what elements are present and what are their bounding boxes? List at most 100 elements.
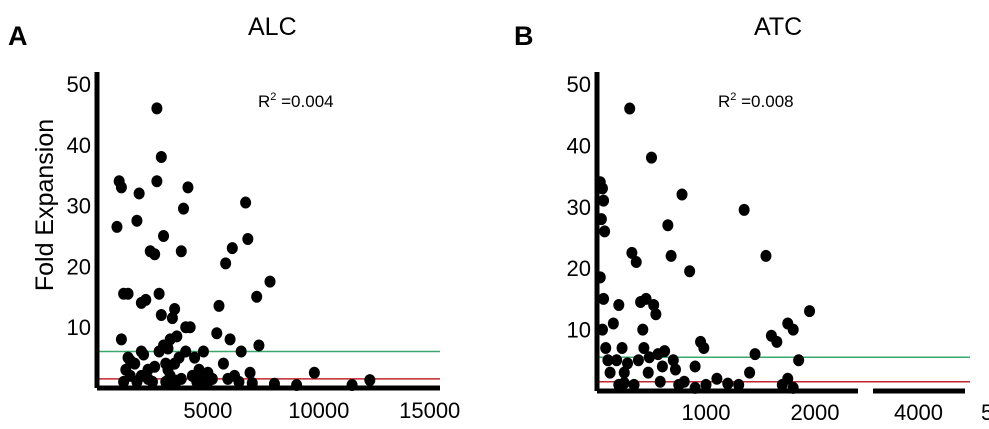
data-point [599,225,611,238]
data-point [242,233,254,246]
data-point [733,378,745,391]
panel-a-y-ticks: 50 40 30 20 10 [67,72,91,340]
data-point [251,290,263,303]
y-tick-label: 10 [567,318,591,343]
panel-b-y-ticks: 50 40 30 20 10 [567,72,591,343]
data-point [744,366,756,379]
data-point [189,351,201,364]
panel-b-points [594,102,816,394]
data-point [175,245,187,258]
data-point [211,327,223,340]
data-point [195,374,207,387]
panel-a-points [111,102,376,391]
data-point [669,363,681,376]
data-point [151,102,163,115]
data-point [253,339,265,352]
data-point [804,305,816,318]
data-point [628,378,640,391]
y-tick-label: 40 [567,133,591,158]
data-point [122,287,134,300]
data-point [197,345,209,358]
data-point [638,342,650,355]
data-point [684,265,696,278]
data-point [149,248,161,261]
data-point [213,299,225,312]
data-point [220,257,232,270]
data-point [364,374,376,387]
panel-b: B ATC R2 =0.008 50 40 30 20 10 1000 2000 4000 5… [514,13,989,425]
data-point [138,348,150,361]
data-point [604,366,616,379]
data-point [184,321,196,334]
y-tick-label: 30 [567,195,591,220]
data-point [193,363,205,376]
y-tick-label: 50 [567,72,591,97]
y-tick-label: 50 [67,72,91,97]
panel-b-x-ticks: 1000 2000 4000 5000 [682,400,989,425]
data-point [654,375,666,388]
panel-a-title: ALC [248,13,297,41]
data-point [642,366,654,379]
data-point [648,299,660,312]
data-point [596,182,608,195]
x-tick-label: 1000 [682,400,731,425]
y-tick-label: 10 [67,315,91,340]
data-point [133,187,145,200]
data-point [618,377,630,390]
data-point [667,354,679,367]
data-point [166,312,178,325]
data-point [624,102,636,115]
data-point [618,366,630,379]
data-point [169,302,181,315]
data-point [153,287,165,300]
data-point [264,275,276,288]
r2-r: R [718,92,730,111]
data-point [115,181,127,194]
data-point [626,246,638,259]
data-point [749,348,761,361]
data-point [182,181,194,194]
panel-b-r2-annotation: R2 =0.008 [718,91,794,111]
data-point [596,323,608,336]
data-point [180,345,192,358]
data-point [162,342,174,355]
data-point [630,256,642,269]
data-point [760,249,772,262]
panel-b-title: ATC [754,13,802,41]
data-point [793,354,805,367]
data-point [233,375,245,388]
r2-superscript: 2 [730,91,736,103]
y-tick-label: 30 [67,194,91,219]
data-point [613,299,625,312]
data-point [602,354,614,367]
panel-a-x-ticks: 5000 10000 15000 [183,398,460,423]
data-point [607,317,619,330]
data-point [616,342,628,355]
data-point [235,345,247,358]
data-point [217,357,229,370]
y-axis-label: Fold Expansion [31,119,59,291]
data-point [129,357,141,370]
data-point [632,354,644,367]
data-point [611,354,623,367]
data-point [598,292,610,305]
data-point [115,333,127,346]
data-point [171,374,183,387]
data-point [689,360,701,373]
x-tick-label: 4000 [894,400,943,425]
r2-value: =0.008 [736,92,793,111]
x-tick-label: 15000 [399,398,460,423]
data-point [308,366,320,379]
data-point [178,202,190,215]
data-point [111,220,123,233]
data-point [782,372,794,385]
data-point [155,150,167,163]
data-point [678,375,690,388]
data-point [240,196,252,209]
data-point [659,345,671,358]
r2-r: R [258,92,270,111]
data-point [662,219,674,232]
data-point [700,378,712,391]
panel-b-letter: B [514,21,534,51]
